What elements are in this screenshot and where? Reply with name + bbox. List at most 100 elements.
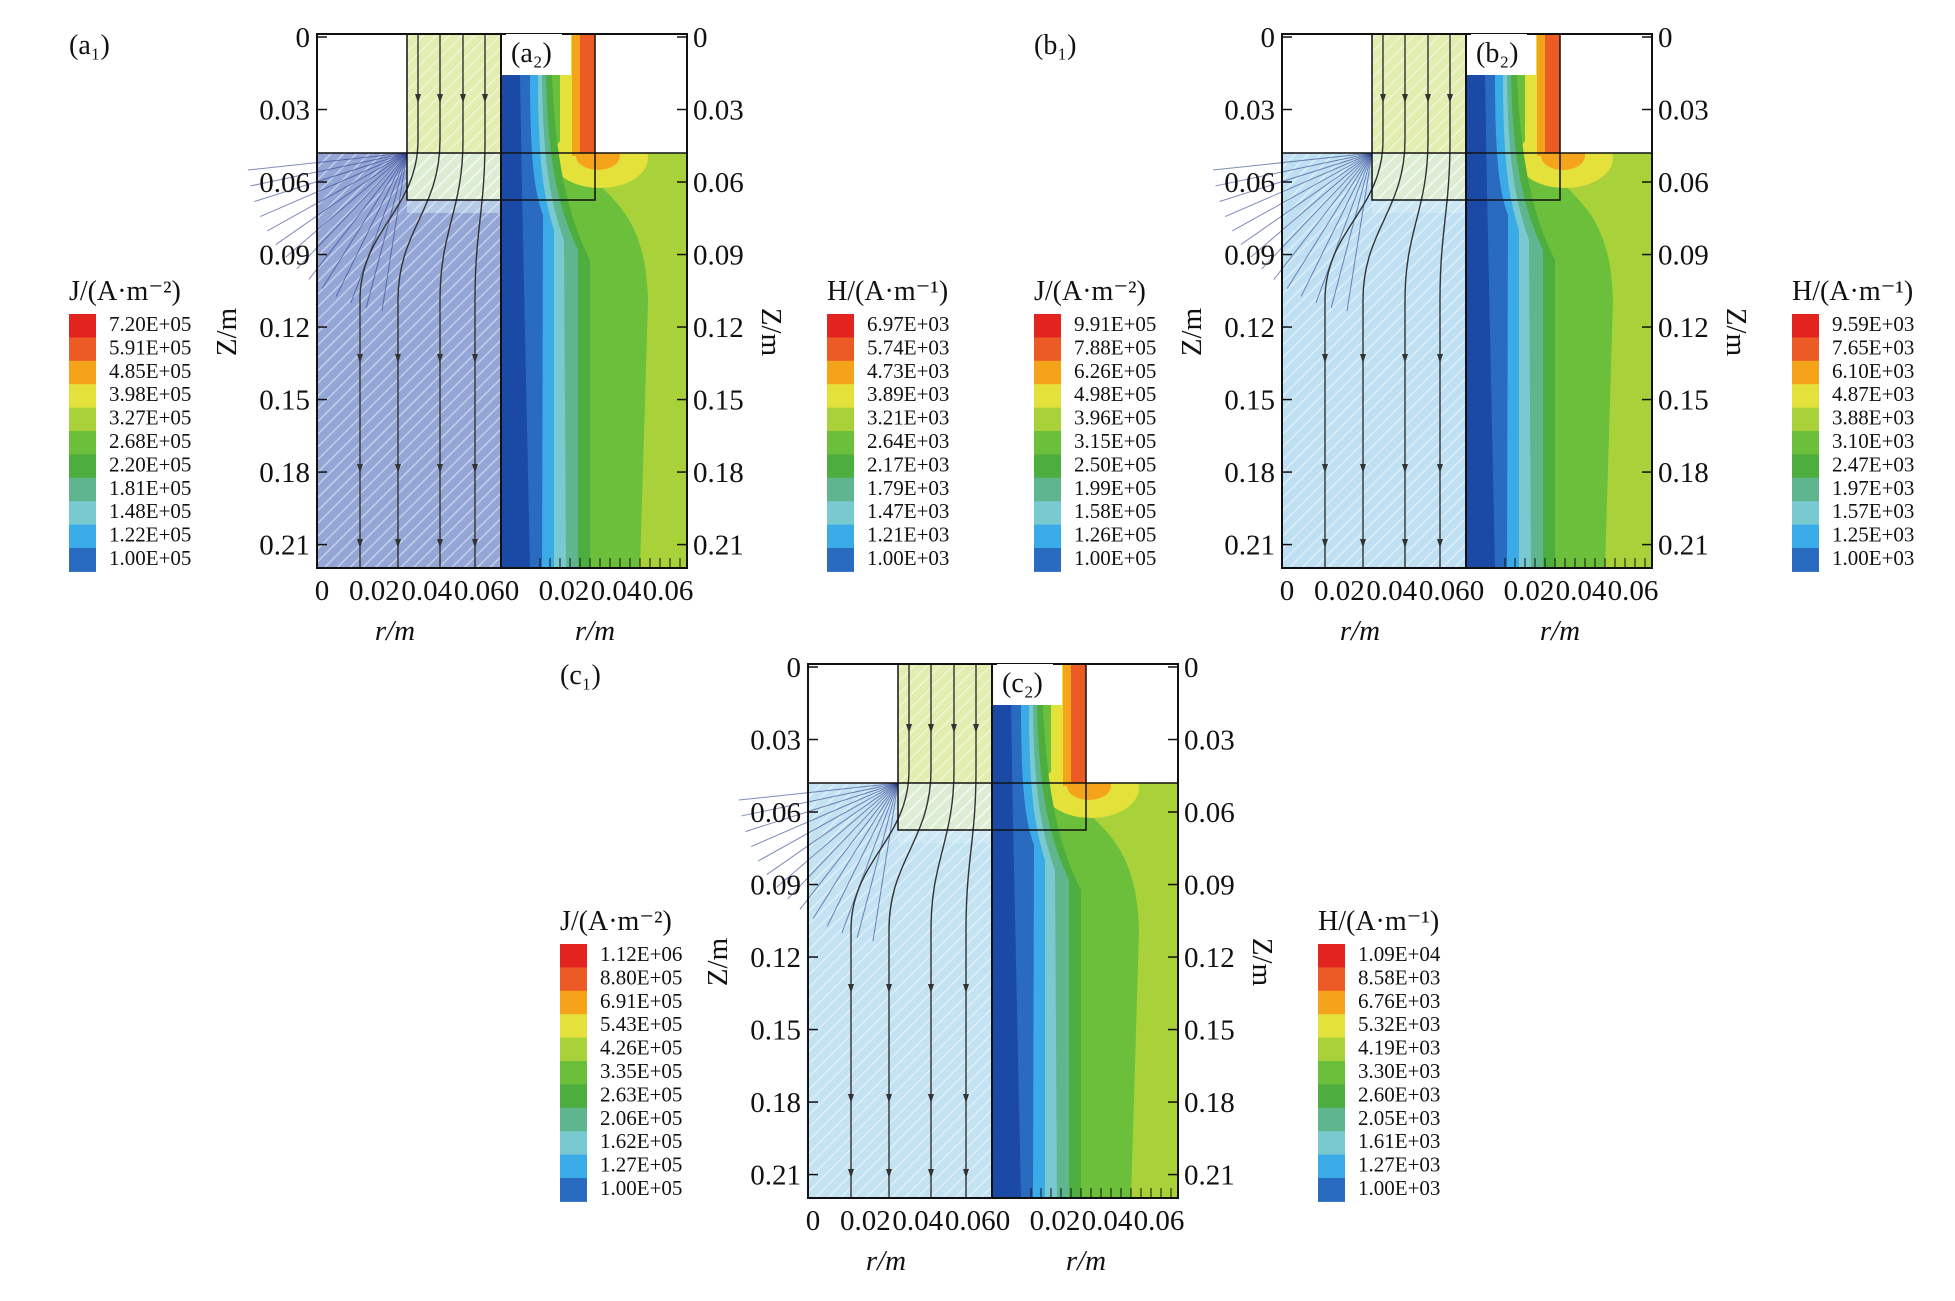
current-vector bbox=[1250, 152, 1373, 258]
legend-swatch bbox=[827, 314, 854, 338]
legend-level-label: 7.65E+03 bbox=[1832, 335, 1914, 359]
j-legend: J/(A·m⁻²) 9.91E+057.88E+056.26E+054.98E+0… bbox=[1034, 276, 1156, 572]
h-contour-band bbox=[1545, 34, 1560, 153]
r-tick-label-right: 0.06 bbox=[643, 575, 694, 607]
legend-swatch bbox=[1318, 1014, 1345, 1039]
legend-level-label: 3.98E+05 bbox=[109, 382, 191, 406]
y-axis-label-right: Z/m bbox=[755, 308, 787, 357]
legend-swatch bbox=[1318, 990, 1345, 1015]
streamline-arrow bbox=[848, 1094, 854, 1103]
panel-label-right: (c₂) bbox=[1002, 668, 1043, 699]
legend-level-label: 6.91E+05 bbox=[600, 989, 682, 1013]
legend-level-label: 6.97E+03 bbox=[867, 312, 949, 336]
z-tick-label-left: 0.18 bbox=[259, 457, 310, 489]
legend-level-label: 1.58E+05 bbox=[1074, 499, 1156, 523]
current-vector bbox=[267, 152, 408, 232]
streamline-arrow bbox=[482, 94, 488, 103]
current-vector bbox=[776, 782, 899, 888]
current-vector bbox=[1212, 152, 1373, 171]
panel-1: 0 0 0.03 0.03 0.06 0.06 0.09 0.09 0.12 0.12 0.15 0.… bbox=[1034, 22, 1914, 647]
legend-swatch bbox=[1034, 360, 1061, 385]
streamline-arrow bbox=[906, 724, 912, 733]
current-vector bbox=[296, 152, 408, 270]
r-tick-label-left: 0.06 bbox=[945, 1205, 996, 1237]
y-axis-label-left: Z/m bbox=[1176, 307, 1208, 356]
h-legend: H/(A·m⁻¹) 9.59E+037.65E+036.10E+034.87E+0… bbox=[1792, 276, 1914, 572]
legend-level-label: 2.17E+03 bbox=[867, 452, 949, 476]
streamline bbox=[397, 34, 441, 568]
air-region bbox=[1560, 34, 1652, 153]
z-tick-label-right: 0.18 bbox=[1658, 457, 1709, 489]
z-tick-label-left: 0.15 bbox=[259, 385, 310, 417]
hatch-overlay bbox=[898, 664, 992, 830]
streamline-arrow bbox=[1322, 464, 1328, 473]
r-tick-label-right: 0.02 bbox=[1504, 575, 1555, 607]
legend-level-label: 1.00E+05 bbox=[600, 1176, 682, 1200]
j-plot bbox=[1212, 33, 1467, 569]
r-tick-label-right: 0 bbox=[996, 1205, 1011, 1237]
legend-level-label: 8.80E+05 bbox=[600, 965, 682, 989]
streamline-arrow bbox=[963, 1169, 969, 1178]
streamline bbox=[359, 34, 419, 568]
legend-level-label: 5.74E+03 bbox=[867, 335, 949, 359]
legend-level-label: 7.88E+05 bbox=[1074, 335, 1156, 359]
legend-swatch bbox=[69, 477, 96, 502]
r-tick-label-left: 0.04 bbox=[892, 1205, 943, 1237]
hatch-overlay bbox=[1282, 153, 1466, 568]
legend-level-label: 2.63E+05 bbox=[600, 1082, 682, 1106]
current-vector bbox=[335, 152, 408, 297]
h-contour-band bbox=[1071, 664, 1086, 783]
streamline-arrow bbox=[395, 539, 401, 548]
z-tick-label-left: 0.03 bbox=[1224, 95, 1275, 127]
panel-label-right: (a₂) bbox=[511, 38, 552, 69]
z-tick-label-right: 0.15 bbox=[1658, 385, 1709, 417]
h-plot bbox=[500, 33, 688, 569]
streamline-arrow bbox=[963, 1094, 969, 1103]
current-vector bbox=[741, 782, 899, 817]
panel-label-right: (b₂) bbox=[1476, 38, 1518, 69]
current-vector bbox=[259, 152, 408, 218]
z-tick-label-right: 0.06 bbox=[693, 167, 744, 199]
r-tick-label-right: 0.02 bbox=[1030, 1205, 1081, 1237]
streamline-arrow bbox=[928, 984, 934, 993]
current-vector bbox=[381, 152, 408, 312]
current-vector bbox=[321, 152, 408, 289]
current-vector bbox=[254, 152, 408, 202]
legend-level-label: 2.20E+05 bbox=[109, 452, 191, 476]
legend-level-label: 1.00E+05 bbox=[109, 546, 191, 570]
streamline-arrow bbox=[1360, 464, 1366, 473]
panel-label-bg bbox=[1471, 34, 1527, 72]
legend-swatch bbox=[1792, 477, 1819, 502]
legend-swatch bbox=[1034, 384, 1061, 409]
hatch-overlay bbox=[407, 34, 501, 200]
z-tick-label-right: 0.18 bbox=[693, 457, 744, 489]
streamline-arrow bbox=[415, 94, 421, 103]
h-legend-title: H/(A·m⁻¹) bbox=[1318, 906, 1439, 937]
h-plot-frame bbox=[500, 33, 688, 569]
r-tick-label-left: 0.04 bbox=[401, 575, 452, 607]
j-legend: J/(A·m⁻²) 1.12E+068.80E+056.91E+055.43E+0… bbox=[560, 906, 682, 1202]
streamline-arrow bbox=[1360, 354, 1366, 363]
legend-swatch bbox=[560, 967, 587, 992]
h-legend-title: H/(A·m⁻¹) bbox=[827, 276, 948, 307]
z-tick-label-left: 0 bbox=[296, 22, 311, 54]
legend-swatch bbox=[560, 1178, 587, 1202]
air-region bbox=[808, 664, 898, 783]
current-vector bbox=[350, 152, 408, 304]
legend-swatch bbox=[560, 1014, 587, 1039]
legend-swatch bbox=[1792, 384, 1819, 409]
legend-level-label: 1.81E+05 bbox=[109, 476, 191, 500]
current-vector bbox=[1286, 152, 1373, 289]
streamline bbox=[888, 664, 932, 1198]
z-tick-label-left: 0.12 bbox=[1224, 312, 1275, 344]
legend-swatch bbox=[560, 1107, 587, 1132]
legend-swatch bbox=[1792, 501, 1819, 526]
legend-level-label: 1.00E+03 bbox=[1358, 1176, 1440, 1200]
y-axis-label-left: Z/m bbox=[211, 307, 243, 356]
legend-swatch bbox=[827, 454, 854, 479]
legend-level-label: 1.00E+03 bbox=[1832, 546, 1914, 570]
z-tick-label-right: 0.18 bbox=[1184, 1087, 1235, 1119]
current-vector bbox=[750, 782, 899, 848]
legend-level-label: 3.89E+03 bbox=[867, 382, 949, 406]
